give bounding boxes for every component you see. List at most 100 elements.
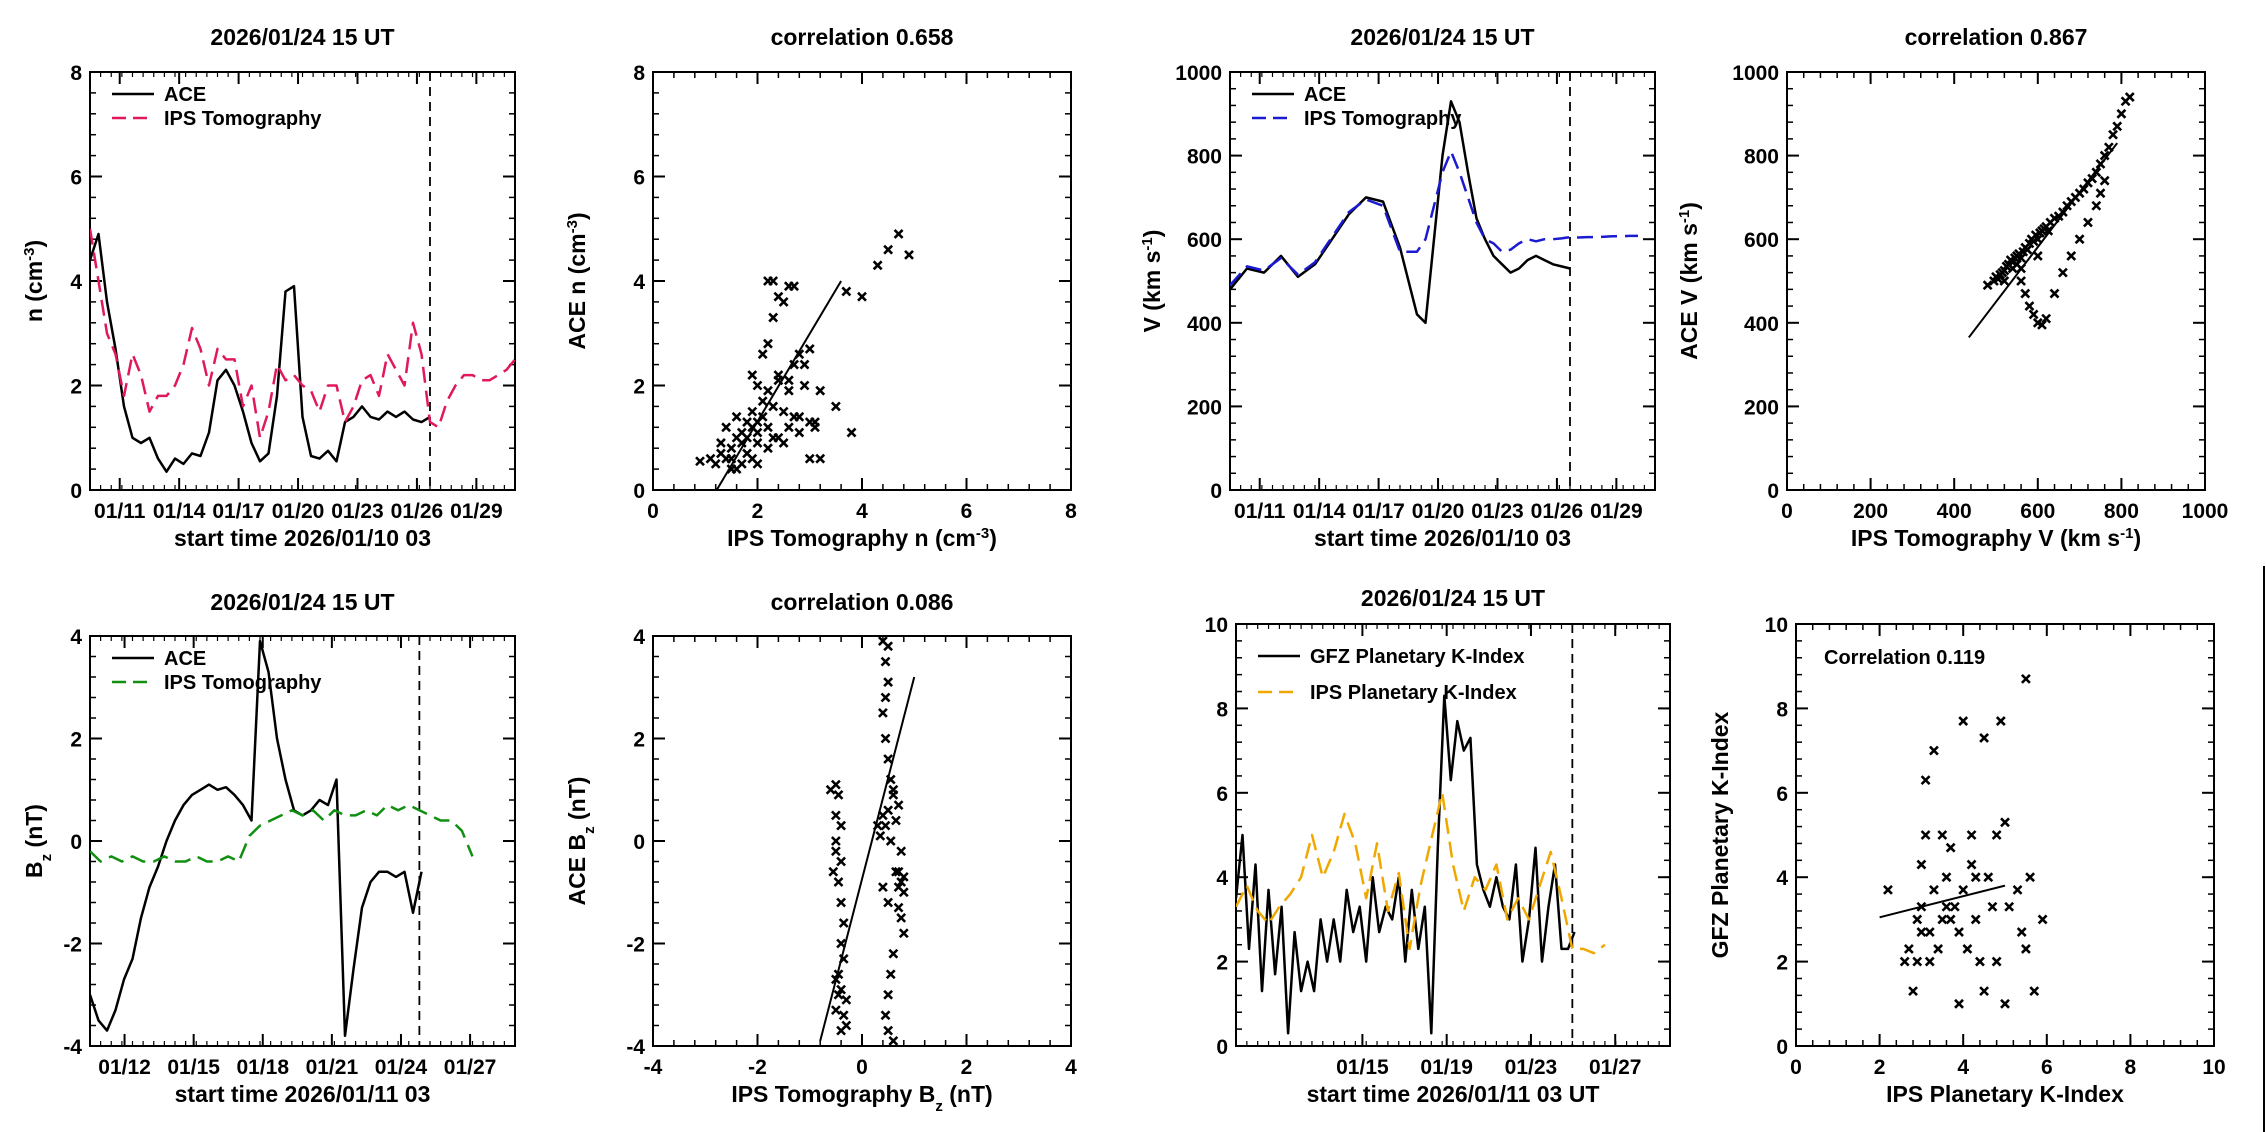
scatter-point: [2024, 301, 2035, 311]
scatter-point: [757, 349, 768, 360]
scatter-point: [830, 779, 841, 790]
scatter-point: [896, 846, 907, 857]
scatter-point: [2057, 267, 2068, 278]
scatter-point: [763, 422, 773, 433]
scatter-point: [731, 411, 742, 422]
y-tick-label: 600: [1744, 229, 1779, 252]
x-tick-label: 01/20: [272, 500, 325, 523]
y-tick-label: 2: [633, 729, 645, 752]
y-tick-label: 2: [633, 376, 645, 399]
scatter-point: [752, 438, 763, 448]
scatter-point: [1949, 901, 1960, 912]
y-tick-label: 0: [633, 480, 645, 503]
x-tick-label: 400: [1937, 500, 1972, 523]
chart-panel-6: correlation 0.086 -4 -2 0 2 4 -4 -2 0 2 4 IPS Tomog…: [564, 589, 1077, 1115]
series-line-2: [90, 803, 474, 863]
scatter-point: [757, 411, 768, 422]
x-tick-label: 0: [647, 500, 659, 523]
scatter-point: [783, 422, 794, 433]
scatter-point: [877, 707, 888, 718]
x-tick-label: 01/23: [1505, 1056, 1558, 1079]
y-tick-label: 2: [1216, 952, 1228, 975]
scatter-point: [836, 856, 847, 867]
scatter-point: [2112, 121, 2123, 132]
scatter-point: [2028, 309, 2039, 320]
scatter-point: [1995, 716, 2006, 726]
y-tick-label: 4: [70, 626, 82, 649]
x-tick-label: 01/20: [1412, 500, 1465, 523]
scatter-point: [880, 820, 891, 831]
y-tick-label: 0: [1767, 480, 1779, 503]
y-tick-label: 400: [1744, 313, 1779, 336]
scatter-point: [830, 401, 841, 412]
scatter-point: [1883, 884, 1893, 895]
scatter-point: [1954, 998, 1964, 1009]
scatter-point: [794, 411, 805, 422]
x-tick-label: 8: [1065, 500, 1077, 523]
y-tick-label: 4: [633, 271, 645, 294]
y-tick-label: 2: [1776, 952, 1788, 975]
scatter-point: [768, 432, 779, 443]
chart-title: 2026/01/24 15 UT: [210, 589, 394, 615]
scatter-point: [833, 789, 844, 800]
x-tick-label: 01/29: [450, 500, 503, 523]
scatter-point: [893, 229, 904, 239]
scatter-point: [830, 1005, 841, 1016]
scatter-point: [1970, 872, 1981, 883]
y-tick-label: 0: [70, 831, 82, 854]
scatter-point: [1929, 745, 1939, 756]
scatter-point: [888, 948, 899, 959]
scatter-point: [815, 385, 826, 396]
y-tick-label: -2: [63, 934, 82, 957]
scatter-point: [726, 464, 737, 475]
scatter-point: [1958, 884, 1969, 895]
scatter-point: [763, 385, 773, 396]
scatter-point: [710, 458, 721, 469]
scatter-point: [2016, 927, 2027, 937]
x-tick-label: 200: [1853, 500, 1888, 523]
y-axis-label: GFZ Planetary K-Index: [1707, 711, 1733, 958]
x-tick-label: 0: [856, 1056, 868, 1079]
scatter-point: [1954, 927, 1964, 937]
y-axis-label: n (cm-3): [21, 240, 48, 322]
plot-area: [1236, 624, 1606, 1046]
y-tick-label: 800: [1744, 146, 1779, 169]
scatter-point: [2124, 92, 2135, 102]
scatter-point: [872, 260, 883, 271]
y-tick-label: 0: [1210, 480, 1222, 503]
scatter-point: [888, 1035, 899, 1046]
x-tick-label: 01/26: [391, 500, 444, 523]
x-tick-label: 2: [961, 1056, 973, 1079]
scatter-point: [757, 396, 768, 407]
scatter-point: [2099, 175, 2110, 186]
y-tick-label: 8: [1776, 698, 1788, 721]
scatter-point: [2000, 998, 2010, 1009]
y-tick-label: 0: [1216, 1036, 1228, 1059]
fit-line: [715, 280, 842, 490]
x-tick-label: 01/11: [1234, 500, 1286, 523]
chart-panel-5: 2026/01/24 15 UT -4 -2 0 2 4 01/12 01/15 01/18 01…: [21, 589, 516, 1107]
y-axis-label: ACE V (km s-1): [1676, 202, 1703, 360]
scatter-point: [2037, 319, 2047, 330]
y-tick-label: 1000: [1732, 62, 1779, 85]
scatter-point: [752, 380, 763, 391]
x-tick-label: 01/23: [1471, 500, 1524, 523]
scatter-point: [721, 422, 732, 433]
series-line-2: [1236, 791, 1606, 955]
scatter-point: [880, 733, 891, 744]
chart-title: 2026/01/24 15 UT: [210, 24, 394, 50]
y-tick-label: 2: [70, 376, 82, 399]
scatter-point: [830, 974, 841, 985]
x-tick-label: 2: [752, 500, 764, 523]
y-tick-label: -2: [626, 934, 645, 957]
y-tick-label: 10: [1205, 614, 1228, 637]
scatter-point: [1945, 842, 1956, 853]
plot-area: [1230, 72, 1638, 490]
x-tick-label: 01/17: [212, 500, 265, 523]
scatter-point: [836, 938, 847, 949]
scatter-point: [2066, 251, 2077, 261]
scatter-point: [736, 438, 747, 448]
scatter-point: [768, 401, 779, 412]
x-tick-label: 01/15: [167, 1056, 220, 1079]
scatter-point: [752, 458, 763, 469]
